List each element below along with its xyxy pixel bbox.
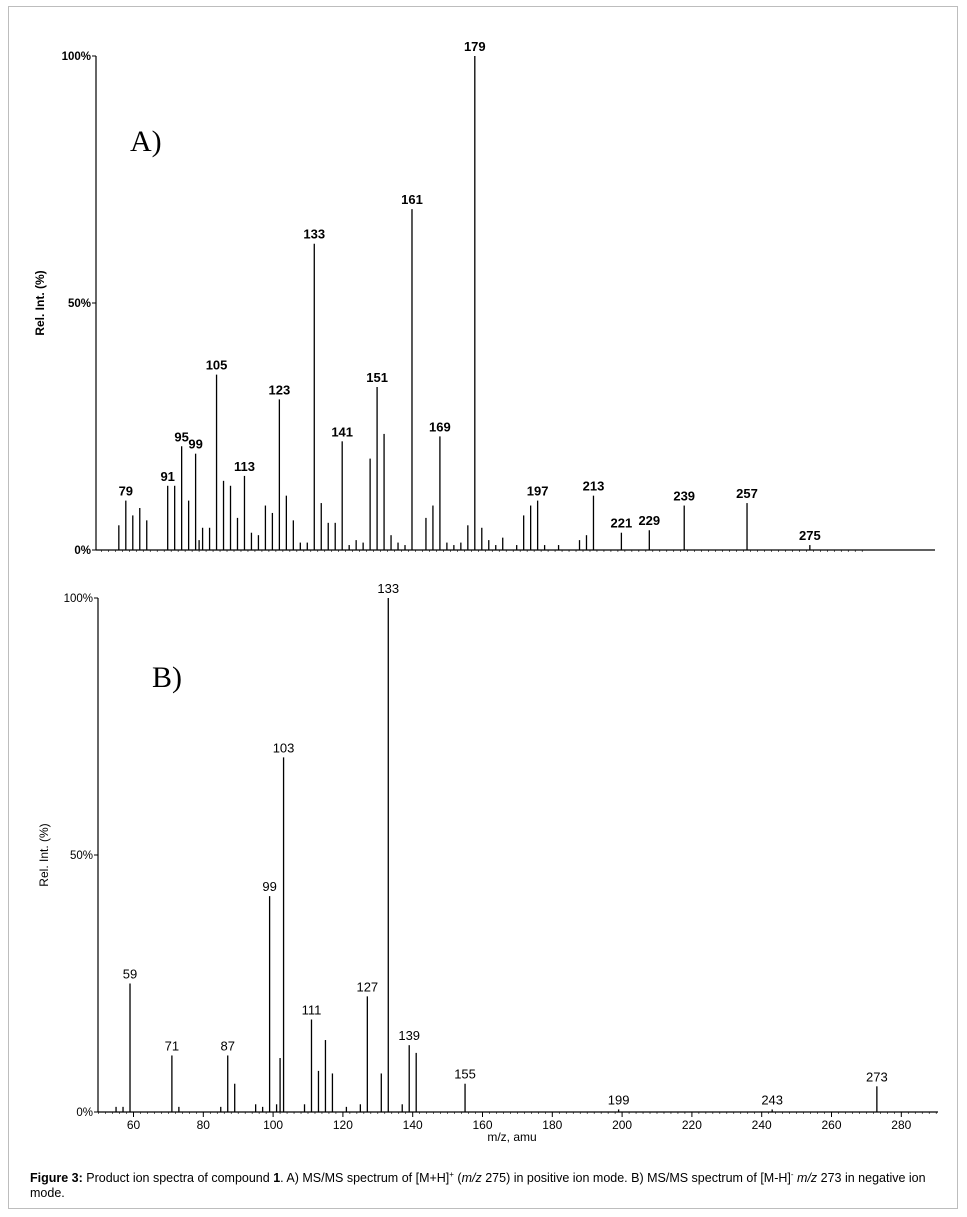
figure-caption: Figure 3: Product ion spectra of compoun… xyxy=(30,1167,945,1201)
figure-frame xyxy=(8,6,958,1209)
x-axis-label: m/z, amu xyxy=(487,1130,536,1144)
y-tick-label: 0% xyxy=(74,545,91,557)
peak-label: 87 xyxy=(220,1038,234,1053)
peak-label: 199 xyxy=(608,1092,630,1107)
x-tick-label: 280 xyxy=(891,1118,911,1132)
caption-sup-pos: + xyxy=(449,1170,454,1179)
caption-text-2: . A) MS/MS spectrum of [M+H] xyxy=(280,1171,450,1186)
peak-label: 113 xyxy=(234,459,255,474)
y-tick-label: 100% xyxy=(62,51,91,63)
y-axis-label: Rel. Int. (%) xyxy=(37,823,51,886)
caption-mz-2: m/z xyxy=(797,1171,818,1186)
x-tick-label: 200 xyxy=(612,1118,632,1132)
peak-label: 243 xyxy=(761,1092,783,1107)
x-tick-label: 260 xyxy=(821,1118,841,1132)
peak-label: 179 xyxy=(464,39,486,54)
peak-label: 133 xyxy=(303,227,325,242)
peak-label: 239 xyxy=(673,489,695,504)
panel-b: 100% 50% 0% Rel. Int. (%) B) 60 80 100 120 140 160… xyxy=(37,581,938,1144)
peak-label: 197 xyxy=(527,484,549,499)
panel-label: B) xyxy=(152,661,182,694)
caption-lead: Figure 3: xyxy=(30,1171,83,1186)
x-tick-label: 220 xyxy=(682,1118,702,1132)
peak-label: 91 xyxy=(160,469,174,484)
y-tick-label: 100% xyxy=(64,593,93,605)
x-tick-label: 160 xyxy=(472,1118,492,1132)
y-tick-label: 50% xyxy=(68,298,91,310)
caption-sup-neg: - xyxy=(790,1170,794,1179)
peak-label: 169 xyxy=(429,419,451,434)
x-tick-label: 240 xyxy=(752,1118,772,1132)
caption-text-1: Product ion spectra of compound xyxy=(82,1171,274,1186)
peak-label: 99 xyxy=(262,879,276,894)
x-tick-label: 120 xyxy=(333,1118,353,1132)
y-axis-label: Rel. Int. (%) xyxy=(33,270,47,335)
peak-label: 103 xyxy=(273,740,295,755)
peak-label: 59 xyxy=(123,967,137,982)
peak-label: 161 xyxy=(401,192,423,207)
peak-label: 139 xyxy=(398,1028,420,1043)
peak-label: 71 xyxy=(165,1038,179,1053)
panel-a: 100% 50% 0% Rel. Int. (%) A) 79 91 95 99 105 113 12… xyxy=(33,39,935,557)
peak-label: 127 xyxy=(356,979,378,994)
peak-label: 221 xyxy=(611,516,633,531)
x-tick-label: 180 xyxy=(542,1118,562,1132)
peak-label: 105 xyxy=(206,358,228,373)
caption-text-4: 275) in positive ion mode. B) MS/MS spec… xyxy=(481,1171,791,1186)
peak-label: 213 xyxy=(583,479,605,494)
caption-compound: 1 xyxy=(273,1171,281,1186)
caption-mz-1: m/z xyxy=(461,1171,482,1186)
x-tick-label: 60 xyxy=(127,1118,141,1132)
peak-label: 79 xyxy=(119,484,133,499)
peak-label: 141 xyxy=(331,424,353,439)
peak-label: 99 xyxy=(188,437,202,452)
panel-label: A) xyxy=(130,125,162,158)
peak-label: 275 xyxy=(799,528,821,543)
peak-label: 229 xyxy=(638,513,660,528)
y-tick-label: 50% xyxy=(70,850,93,862)
peak-label: 111 xyxy=(302,1002,322,1017)
peak-label: 151 xyxy=(366,370,388,385)
caption-text-3: ( xyxy=(453,1171,462,1186)
peak-label: 155 xyxy=(454,1067,476,1082)
x-tick-label: 100 xyxy=(263,1118,283,1132)
y-tick-label: 0% xyxy=(76,1107,93,1119)
x-tick-label: 140 xyxy=(403,1118,423,1132)
caption-text-6: 273 in negative ion mode. xyxy=(30,1171,926,1201)
peak-label: 95 xyxy=(174,429,188,444)
peak-label: 273 xyxy=(866,1069,888,1084)
peak-label: 123 xyxy=(269,382,291,397)
peak-label: 257 xyxy=(736,486,758,501)
peak-label: 133 xyxy=(377,581,399,596)
x-tick-label: 80 xyxy=(197,1118,211,1132)
